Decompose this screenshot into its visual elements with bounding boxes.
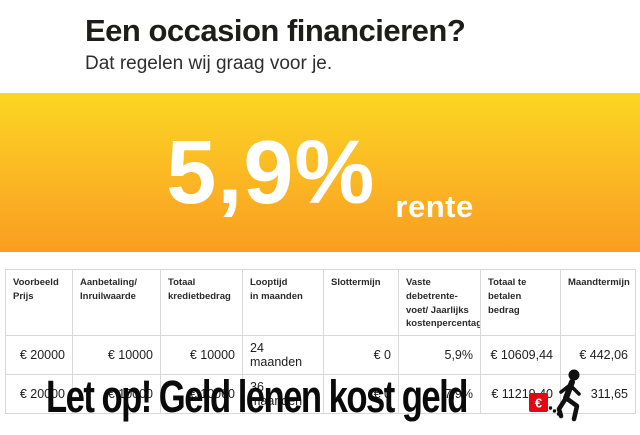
euro-block [529,393,548,412]
table-cell: € 442,06 [560,335,636,376]
rate-value: 5,9% [166,122,376,223]
table-cell: € 10609,44 [480,335,561,376]
table-header-row: Voorbeeld Prijs Aanbetaling/ Inruilwaard… [5,268,636,337]
column-header-slottermijn: Slottermijn [323,268,399,337]
table-cell: 311,65 [560,374,636,415]
column-header-voorbeeld-prijs: Voorbeeld Prijs [5,268,73,337]
rate-banner: 5,9% rente [0,93,640,252]
rate-suffix-label: rente [395,188,474,224]
walking-person [556,369,581,422]
table-cell: € 0 [323,335,399,376]
column-header-maandtermijn: Maandtermijn [560,268,636,337]
table-cell: € 20000 [5,374,73,415]
table-cell: € 10000 [72,374,161,415]
column-header-aanbetaling-inruilwaarde: Aanbetaling/ Inruilwaarde [72,268,161,337]
table-cell: € 20000 [5,335,73,376]
credit-warning-text: Let op! Geld lenen kost geld [46,371,468,422]
table-cell: € 10000 [160,335,243,376]
column-header-looptijd: Looptijd in maanden [242,268,324,337]
euro-symbol: € [535,396,542,411]
column-header-totaal-te-betalen: Totaal te betalen bedrag [480,268,561,337]
column-header-debetrentevoet: Vaste debetrente- voet/ Jaarlijks kosten… [398,268,481,337]
page-title: Een occasion financieren? [85,13,466,48]
rate-group: 5,9% rente [166,122,473,224]
financing-example-table: Voorbeeld Prijs Aanbetaling/ Inruilwaard… [5,268,636,415]
euro-ball-and-chain-icon: € [529,369,581,422]
table-cell: € 10000 [160,374,243,415]
page-subtitle: Dat regelen wij graag voor je. [85,53,333,75]
table-cell: 5,9% [398,335,481,376]
column-header-totaal-kredietbedrag: Totaal kredietbedrag [160,268,243,337]
table-cell: € 10000 [72,335,161,376]
table-cell: € 0 [323,374,399,415]
header: Een occasion financieren? Dat regelen wi… [85,13,466,75]
table-cell: 24 maanden [242,335,324,376]
